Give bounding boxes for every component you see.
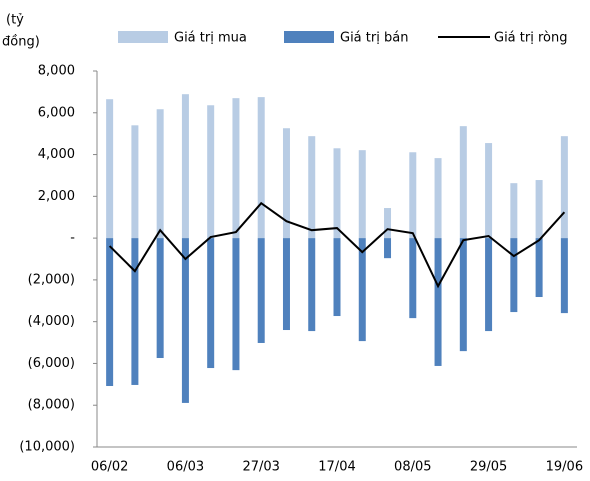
legend-swatch: [284, 31, 334, 43]
bar: [156, 109, 164, 239]
bar: [131, 238, 139, 385]
x-tick-label: 19/06: [546, 460, 583, 475]
bar: [181, 94, 189, 239]
x-tick-label: 06/02: [91, 460, 128, 475]
bar: [409, 238, 417, 319]
line: [108, 201, 566, 289]
bar: [510, 238, 518, 313]
bar: [232, 98, 240, 239]
x-tick-label: 17/04: [318, 460, 355, 475]
bar: [535, 238, 543, 298]
bar: [510, 183, 518, 239]
y-tick-label: 6,000: [38, 105, 75, 120]
bar: [434, 238, 442, 366]
bar: [434, 158, 442, 239]
bar: [333, 238, 341, 317]
bar: [535, 180, 543, 239]
bar: [358, 238, 366, 342]
bar: [485, 143, 493, 239]
bar: [560, 136, 568, 239]
bar: [207, 238, 215, 369]
bar: [106, 238, 114, 387]
bar: [232, 238, 240, 371]
bar: [459, 126, 467, 239]
x-tick-label: 08/05: [394, 460, 431, 475]
y-tick-label: (2,000): [28, 272, 75, 287]
bar: [384, 208, 392, 239]
bar: [257, 238, 265, 343]
bar: [358, 150, 366, 239]
y-tick-label: (10,000): [19, 440, 75, 455]
y-tick-label: 8,000: [38, 64, 75, 79]
y-tick-label: (4,000): [28, 314, 75, 329]
bar: [156, 238, 164, 359]
legend-label: Giá trị bán: [340, 31, 408, 46]
bar: [384, 238, 392, 259]
bar: [282, 128, 290, 239]
y-tick-label: (6,000): [28, 356, 75, 371]
bar: [207, 105, 215, 239]
y-tick-label: -: [70, 231, 75, 246]
bar: [459, 238, 467, 352]
x-tick-label: 27/03: [242, 460, 279, 475]
legend-label: Giá trị ròng: [494, 31, 567, 46]
bar: [308, 136, 316, 239]
x-tick-label: 29/05: [470, 460, 507, 475]
bar: [308, 238, 316, 332]
y-tick-label: (8,000): [28, 398, 75, 413]
legend-label: Giá trị mua: [174, 31, 247, 46]
y-axis-label: đồng): [2, 35, 40, 50]
x-tick-label: 06/03: [167, 460, 204, 475]
bar: [409, 152, 417, 239]
bar: [485, 238, 493, 332]
bar: [282, 238, 290, 331]
bar: [131, 125, 139, 239]
bar: [560, 238, 568, 314]
bar: [181, 238, 189, 403]
y-axis-label: (tỷ: [6, 13, 24, 28]
legend-swatch: [118, 31, 168, 43]
y-tick-label: 2,000: [38, 189, 75, 204]
y-tick-label: 4,000: [38, 147, 75, 162]
bar: [333, 148, 341, 239]
bar: [106, 99, 114, 239]
bar: [257, 97, 265, 239]
